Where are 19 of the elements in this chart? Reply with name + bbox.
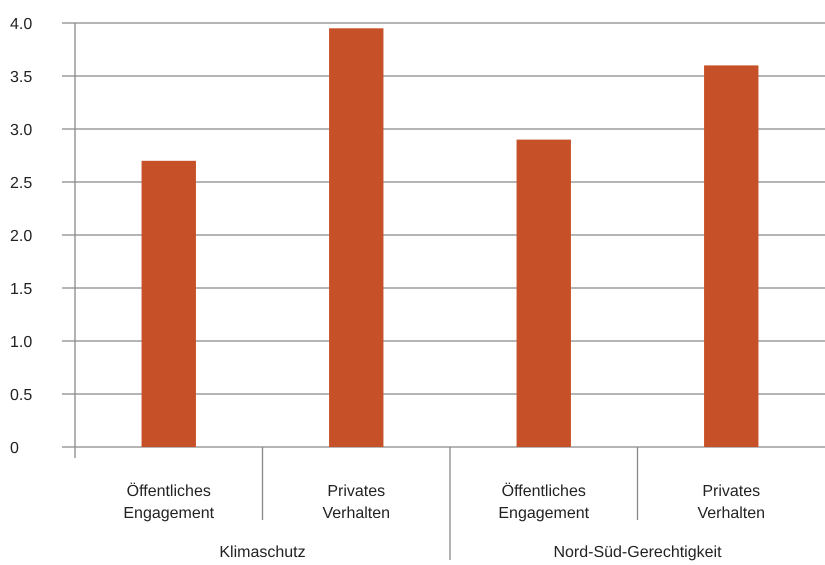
bar [704,65,758,447]
y-tick-label: 0.5 [10,387,32,404]
text: Klimaschutz [219,544,306,561]
text: Nord-Süd-Gerechtigkeit [553,544,722,561]
y-tick-label: 1.5 [10,281,32,298]
x-tick-label: Öffentliches Engagement [123,482,215,522]
y-tick-label: 3.0 [10,122,32,139]
y-tick-label: 2.0 [10,228,32,245]
bar [516,140,571,447]
x-tick-label: Privates Verhalten [697,483,766,522]
y-tick-label: 0 [10,440,19,457]
bar [329,28,384,447]
y-tick-label: 4.0 [10,16,32,33]
y-tick-label: 3.5 [10,69,32,86]
x-tick-label: Privates Verhalten [322,483,390,522]
bar [142,160,196,447]
x-tick-label: Öffentliches Engagement [498,482,590,522]
y-tick-label: 2.5 [10,175,32,192]
y-tick-label: 1.0 [10,334,32,351]
